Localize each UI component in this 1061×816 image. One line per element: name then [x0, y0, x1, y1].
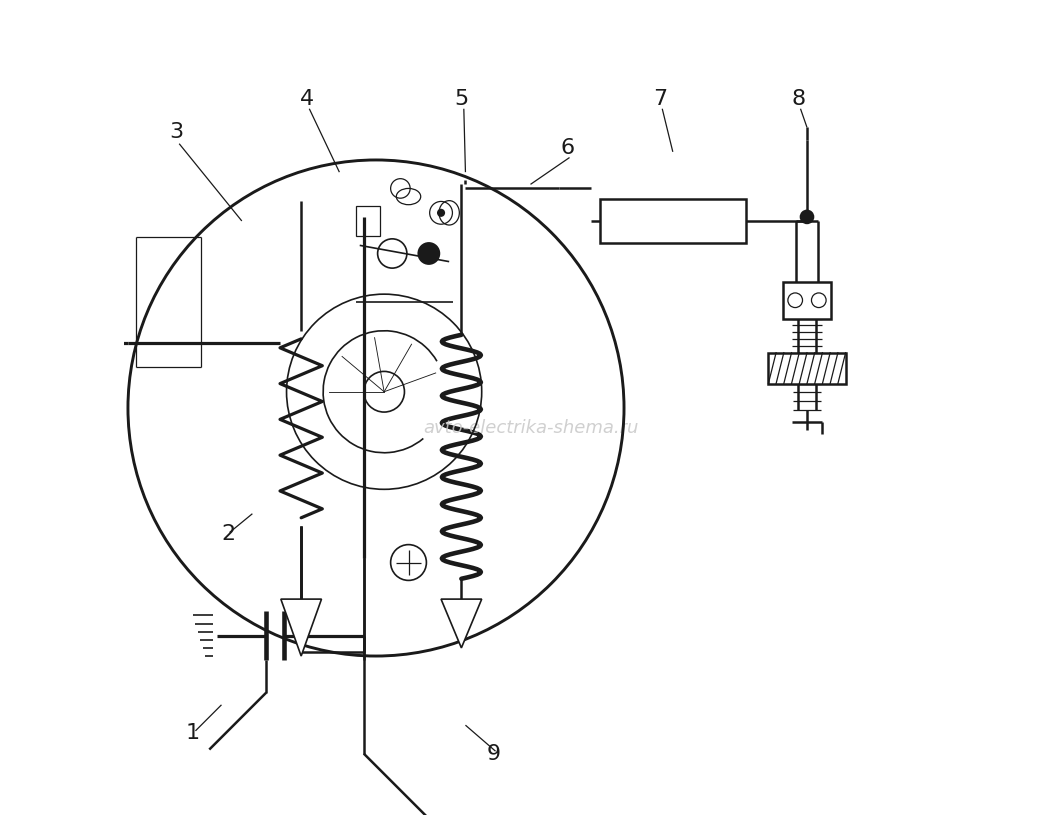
- Text: 5: 5: [454, 89, 469, 109]
- Text: 4: 4: [300, 89, 314, 109]
- Text: 3: 3: [170, 122, 184, 141]
- Bar: [783, 282, 831, 318]
- Polygon shape: [281, 599, 321, 656]
- Text: 2: 2: [221, 524, 236, 544]
- Circle shape: [437, 209, 446, 217]
- Circle shape: [418, 243, 439, 264]
- Text: 9: 9: [487, 743, 501, 764]
- Text: 6: 6: [560, 138, 574, 157]
- Bar: [599, 198, 746, 243]
- Bar: [768, 353, 846, 384]
- Circle shape: [800, 210, 814, 224]
- Text: 7: 7: [654, 89, 667, 109]
- Text: 8: 8: [792, 89, 806, 109]
- Text: 1: 1: [186, 723, 201, 743]
- Text: avto-electrika-shema.ru: avto-electrika-shema.ru: [423, 419, 638, 437]
- Polygon shape: [441, 599, 482, 648]
- Bar: [355, 206, 380, 236]
